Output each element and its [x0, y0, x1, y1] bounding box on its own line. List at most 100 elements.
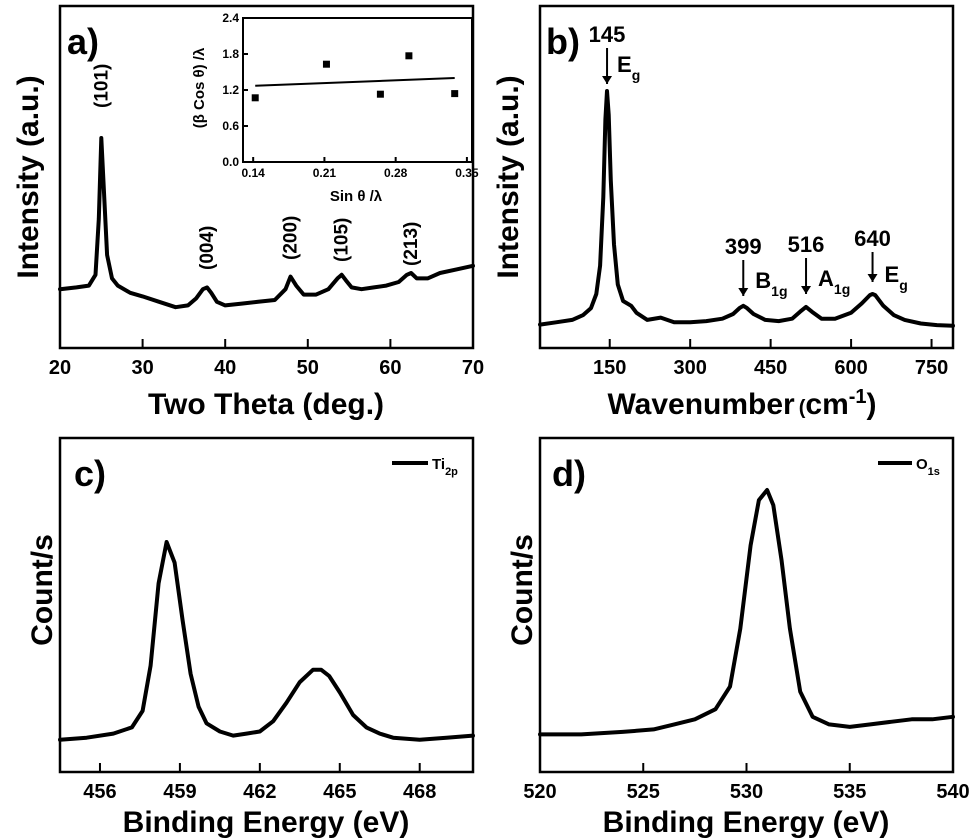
x-tick-label: 150: [593, 357, 626, 379]
x-tick-label: 20: [49, 357, 71, 379]
x-tick-label: 520: [523, 781, 556, 803]
xrd-peak-label: (101): [91, 64, 112, 108]
x-tick-label: 600: [834, 357, 867, 379]
raman-peak-value: 145: [589, 22, 626, 47]
inset-fit-line: [255, 77, 455, 87]
inset-y-tick-label: 0.6: [222, 119, 239, 133]
panel-b-x-axis-label: Wavenumber (cm-1): [607, 386, 876, 421]
raman-mode-symbol: E: [617, 52, 632, 77]
inset-x-axis-label: Sin θ /λ: [330, 188, 383, 205]
raman-mode-subscript: 1g: [834, 281, 850, 297]
x-tick-label: 462: [243, 781, 276, 803]
x-tick-label: 525: [627, 781, 660, 803]
panel-a-peak-labels: (101) (004) (200) (105) (213): [91, 64, 422, 270]
panel-c-x-ticks: 456 459 462 465 468: [83, 763, 436, 803]
inset-data-point: [451, 90, 459, 98]
xrd-peak-label: (105): [332, 218, 353, 262]
x-tick-label: 465: [323, 781, 356, 803]
x-tick-label: 40: [214, 357, 236, 379]
panel-c-frame: [58, 436, 475, 774]
x-tick-label: 60: [379, 357, 401, 379]
panel-b-x-axis-label-exponent: -1: [849, 386, 867, 408]
panel-b-label: b): [546, 21, 580, 62]
panel-b-x-axis-label-unit: cm: [805, 388, 848, 421]
inset-ticks: 0.14 0.21 0.28 0.35 0.0 0.6 1.2 1.8 2.4: [222, 11, 479, 180]
panel-c-ti2p-curve: [58, 540, 475, 742]
panel-c-y-axis-label: Count/s: [26, 534, 59, 646]
raman-mode-label: A1g: [818, 266, 850, 297]
x-tick-label: 459: [163, 781, 196, 803]
x-tick-label: 50: [297, 357, 319, 379]
x-tick-label: 70: [462, 357, 484, 379]
xrd-peak-label: (213): [401, 222, 422, 266]
panel-b-y-axis-label: Intensity (a.u.): [492, 75, 525, 278]
inset-data-point: [322, 60, 330, 68]
raman-peak-value: 399: [725, 234, 762, 259]
panel-b-frame: [538, 4, 955, 350]
x-tick-label: 456: [83, 781, 116, 803]
raman-mode-subscript: 1g: [771, 283, 787, 299]
inset-y-axis-label: (β Cos θ) /λ: [191, 47, 208, 128]
panel-c: 456 459 462 465 468 c) Ti2p Binding Energy (…: [26, 436, 475, 839]
x-tick-label: 530: [730, 781, 763, 803]
raman-mode-label: Eg: [617, 52, 640, 83]
panel-a-xrd-curve: [58, 136, 475, 310]
inset-x-tick-label: 0.35: [455, 166, 479, 180]
inset-data-point: [376, 90, 384, 98]
inset-points: [251, 52, 459, 102]
raman-mode-label: B1g: [755, 268, 787, 299]
inset-data-point: [405, 52, 413, 60]
raman-peak-arrowhead: [801, 286, 812, 294]
panel-d: 520 525 530 535 540 d) O1s Binding Energy (e…: [506, 436, 970, 839]
x-tick-label: 540: [936, 781, 969, 803]
panel-a-x-axis-label: Two Theta (deg.): [148, 388, 384, 421]
inset-y-tick-label: 2.4: [222, 11, 239, 25]
panel-d-legend-label: O1s: [916, 456, 940, 478]
panel-d-legend-sub: 1s: [928, 466, 940, 478]
panel-a-label: a): [67, 21, 99, 62]
x-tick-label: 300: [673, 357, 706, 379]
raman-mode-subscript: g: [632, 67, 641, 83]
raman-mode-label: Eg: [885, 262, 908, 293]
raman-peak-value: 516: [788, 232, 825, 257]
panel-d-x-axis-label: Binding Energy (eV): [603, 806, 890, 839]
x-tick-label: 450: [754, 357, 787, 379]
panel-c-legend-base: Ti: [432, 456, 445, 473]
panel-a-x-ticks: 20 30 40 50 60 70: [49, 339, 484, 379]
panel-d-legend: O1s: [878, 456, 940, 478]
inset-x-tick-label: 0.21: [313, 166, 337, 180]
panel-c-x-axis-label: Binding Energy (eV): [123, 806, 410, 839]
x-tick-label: 750: [915, 357, 948, 379]
inset-y-tick-label: 1.8: [222, 47, 239, 61]
inset-y-tick-label: 0.0: [222, 155, 239, 169]
panel-c-legend-sub: 2p: [445, 466, 458, 478]
panel-b-x-axis-label-paren: (: [799, 397, 806, 419]
raman-mode-symbol: B: [755, 268, 771, 293]
panel-b-x-ticks: 150 300 450 600 750: [593, 339, 948, 379]
raman-peak-value: 640: [854, 226, 891, 251]
panel-b-x-axis-label-close: ): [867, 388, 877, 421]
panel-d-y-axis-label: Count/s: [506, 534, 539, 646]
xrd-peak-label: (004): [197, 226, 218, 270]
panel-a-frame: [58, 4, 475, 350]
x-tick-label: 30: [131, 357, 153, 379]
raman-peak-arrowhead: [602, 76, 613, 84]
inset-frame: [242, 17, 473, 163]
xrd-peak-label: (200): [280, 216, 301, 260]
raman-mode-symbol: A: [818, 266, 834, 291]
inset-y-tick-label: 1.2: [222, 83, 239, 97]
raman-mode-subscript: g: [899, 277, 908, 293]
panel-c-legend: Ti2p: [392, 456, 458, 478]
inset-x-tick-label: 0.28: [384, 166, 408, 180]
panel-d-x-ticks: 520 525 530 535 540: [523, 763, 970, 803]
x-tick-label: 535: [833, 781, 866, 803]
panel-a-inset: 0.14 0.21 0.28 0.35 0.0 0.6 1.2 1.8 2.4 Sin θ /λ…: [191, 11, 479, 205]
panel-b-raman-curve: [538, 89, 955, 328]
panel-a-y-axis-label: Intensity (a.u.): [12, 75, 45, 278]
panel-c-legend-label: Ti2p: [432, 456, 458, 478]
panel-b-x-axis-label-main: Wavenumber: [607, 388, 795, 421]
panel-a: 20 30 40 50 60 70 (101) (004) (200) (105) (213) a…: [12, 4, 484, 421]
